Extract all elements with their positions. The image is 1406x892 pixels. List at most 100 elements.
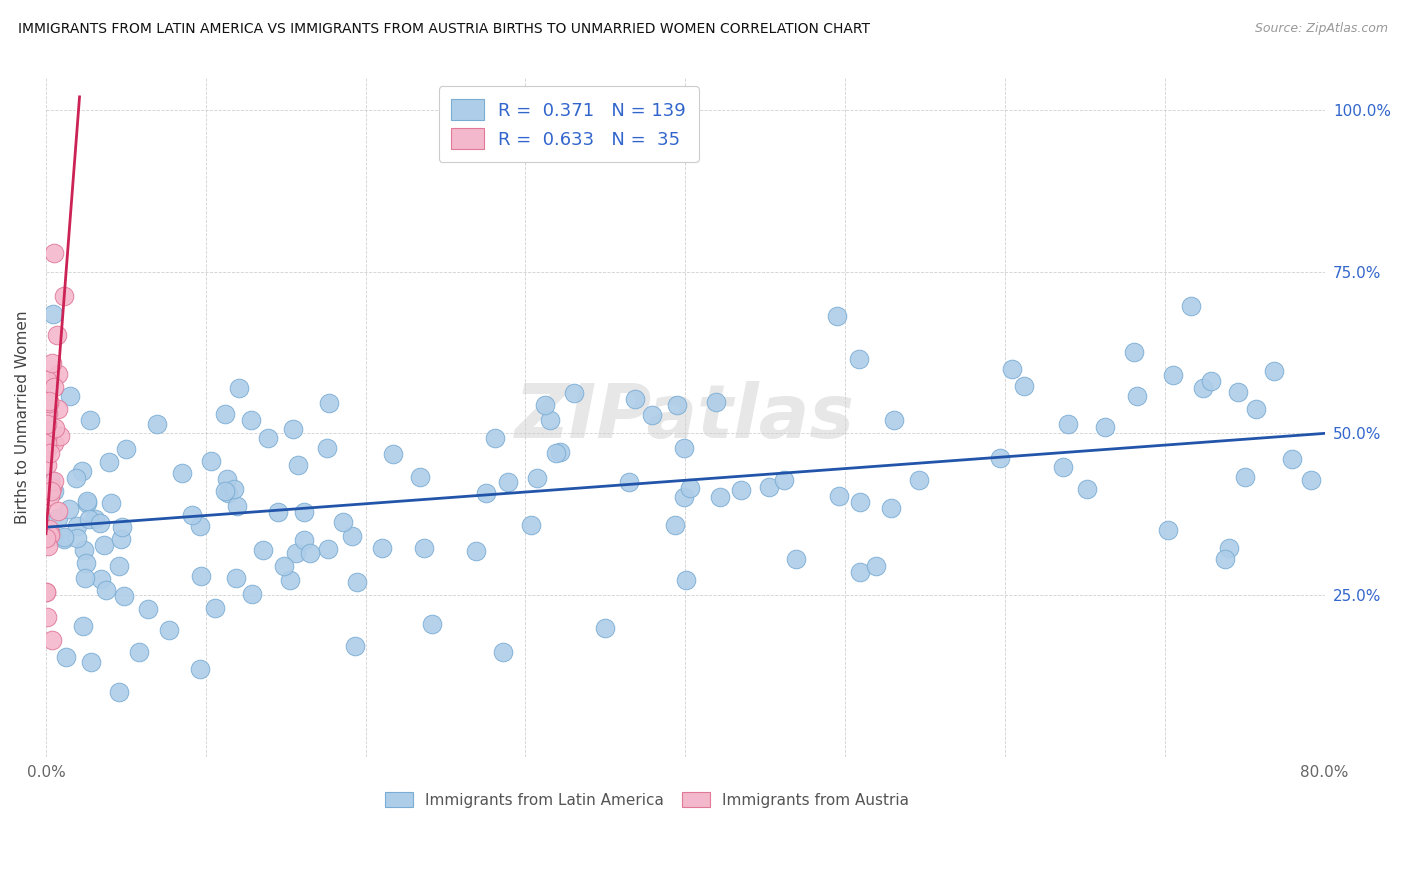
Point [1213, 552, 1236, 566]
Point [1263, 364, 1285, 378]
Point [267, 506, 290, 520]
Point [673, 491, 696, 505]
Point [35, 585, 58, 599]
Point [172, 466, 194, 480]
Point [538, 413, 561, 427]
Point [35, 532, 58, 546]
Point [42, 307, 65, 321]
Point [420, 617, 443, 632]
Point [315, 441, 337, 455]
Point [79, 655, 101, 669]
Point [35, 436, 58, 450]
Point [59, 389, 82, 403]
Point [83, 512, 105, 526]
Point [1126, 389, 1149, 403]
Point [76, 494, 98, 508]
Point [526, 471, 548, 485]
Point [773, 473, 796, 487]
Point [39, 528, 62, 542]
Point [240, 412, 263, 426]
Point [41, 632, 63, 647]
Point [849, 565, 872, 579]
Point [318, 396, 340, 410]
Point [240, 587, 263, 601]
Point [758, 479, 780, 493]
Point [225, 499, 247, 513]
Point [100, 496, 122, 510]
Point [474, 486, 496, 500]
Point [825, 309, 848, 323]
Point [46, 503, 69, 517]
Point [112, 589, 135, 603]
Point [96, 583, 118, 598]
Point [38, 473, 60, 487]
Point [44, 421, 66, 435]
Point [252, 542, 274, 557]
Point [44, 435, 66, 450]
Point [1233, 469, 1256, 483]
Point [48, 402, 70, 417]
Point [641, 409, 664, 423]
Point [1001, 362, 1024, 376]
Point [1014, 378, 1036, 392]
Point [107, 685, 129, 699]
Point [533, 398, 555, 412]
Point [273, 559, 295, 574]
Point [292, 505, 315, 519]
Point [44, 246, 66, 260]
Point [492, 645, 515, 659]
Point [704, 394, 727, 409]
Point [672, 441, 695, 455]
Point [42, 380, 65, 394]
Point [46, 368, 69, 382]
Point [89, 516, 111, 530]
Point [1076, 482, 1098, 496]
Point [1057, 417, 1080, 431]
Point [136, 601, 159, 615]
Point [595, 621, 617, 635]
Point [484, 431, 506, 445]
Point [883, 413, 905, 427]
Point [730, 483, 752, 497]
Point [217, 486, 239, 500]
Legend: Immigrants from Latin America, Immigrants from Austria: Immigrants from Latin America, Immigrant… [380, 786, 915, 814]
Point [1218, 541, 1240, 555]
Point [1227, 385, 1250, 400]
Point [465, 543, 488, 558]
Point [35, 425, 58, 440]
Point [41, 481, 63, 495]
Point [299, 546, 322, 560]
Point [287, 458, 309, 472]
Point [257, 432, 280, 446]
Point [188, 662, 211, 676]
Point [544, 446, 567, 460]
Point [316, 542, 339, 557]
Point [128, 645, 150, 659]
Point [1123, 345, 1146, 359]
Point [409, 469, 432, 483]
Point [45, 328, 67, 343]
Point [39, 446, 62, 460]
Point [709, 490, 731, 504]
Point [520, 517, 543, 532]
Point [675, 574, 697, 588]
Point [848, 351, 870, 366]
Point [37, 373, 59, 387]
Point [53, 530, 76, 544]
Point [564, 385, 586, 400]
Point [39, 489, 62, 503]
Point [1156, 523, 1178, 537]
Text: IMMIGRANTS FROM LATIN AMERICA VS IMMIGRANTS FROM AUSTRIA BIRTHS TO UNMARRIED WOM: IMMIGRANTS FROM LATIN AMERICA VS IMMIGRA… [18, 22, 870, 37]
Point [204, 600, 226, 615]
Point [988, 451, 1011, 466]
Point [115, 442, 138, 456]
Point [679, 481, 702, 495]
Point [111, 520, 134, 534]
Point [35, 458, 58, 472]
Point [413, 541, 436, 555]
Point [58, 502, 80, 516]
Point [79, 413, 101, 427]
Point [108, 558, 131, 573]
Point [224, 482, 246, 496]
Point [66, 531, 89, 545]
